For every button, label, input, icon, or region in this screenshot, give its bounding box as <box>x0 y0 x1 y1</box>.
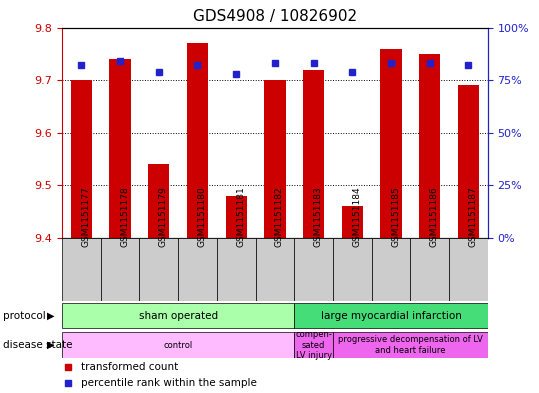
Text: control: control <box>163 341 193 349</box>
Text: GSM1151181: GSM1151181 <box>236 186 245 247</box>
Bar <box>148 164 169 238</box>
Bar <box>217 238 255 301</box>
Bar <box>178 238 217 301</box>
Text: GSM1151186: GSM1151186 <box>430 186 439 247</box>
Bar <box>71 80 92 238</box>
Bar <box>303 70 324 238</box>
Bar <box>62 238 101 301</box>
Bar <box>294 238 333 301</box>
Text: GSM1151177: GSM1151177 <box>81 186 91 247</box>
Bar <box>225 196 247 238</box>
Bar <box>419 54 440 238</box>
Bar <box>333 332 488 358</box>
Bar <box>381 48 402 238</box>
Bar <box>140 238 178 301</box>
Bar <box>294 303 488 329</box>
Bar <box>410 238 449 301</box>
Text: progressive decompensation of LV
and heart failure: progressive decompensation of LV and hea… <box>338 335 483 355</box>
Text: protocol: protocol <box>3 310 45 321</box>
Text: ▶: ▶ <box>47 340 55 350</box>
Text: GSM1151184: GSM1151184 <box>353 187 361 247</box>
Bar <box>458 85 479 238</box>
Bar <box>264 80 286 238</box>
Bar <box>372 238 410 301</box>
Bar <box>101 238 140 301</box>
Text: disease state: disease state <box>3 340 72 350</box>
Text: GSM1151180: GSM1151180 <box>197 186 206 247</box>
Text: sham operated: sham operated <box>139 310 218 321</box>
Text: GSM1151183: GSM1151183 <box>314 186 323 247</box>
Text: percentile rank within the sample: percentile rank within the sample <box>81 378 257 388</box>
Text: large myocardial infarction: large myocardial infarction <box>321 310 461 321</box>
Bar <box>62 332 294 358</box>
Text: transformed count: transformed count <box>81 362 178 373</box>
Bar <box>342 206 363 238</box>
Text: GSM1151178: GSM1151178 <box>120 186 129 247</box>
Bar <box>255 238 294 301</box>
Title: GDS4908 / 10826902: GDS4908 / 10826902 <box>193 9 357 24</box>
Bar <box>333 238 372 301</box>
Text: GSM1151182: GSM1151182 <box>275 187 284 247</box>
Bar <box>449 238 488 301</box>
Bar <box>187 43 208 238</box>
Bar <box>109 59 130 238</box>
Bar <box>62 303 294 329</box>
Bar <box>294 332 333 358</box>
Text: GSM1151179: GSM1151179 <box>159 186 168 247</box>
Text: ▶: ▶ <box>47 310 55 321</box>
Text: GSM1151187: GSM1151187 <box>468 186 478 247</box>
Text: GSM1151185: GSM1151185 <box>391 186 400 247</box>
Text: compen-
sated
LV injury: compen- sated LV injury <box>295 330 332 360</box>
